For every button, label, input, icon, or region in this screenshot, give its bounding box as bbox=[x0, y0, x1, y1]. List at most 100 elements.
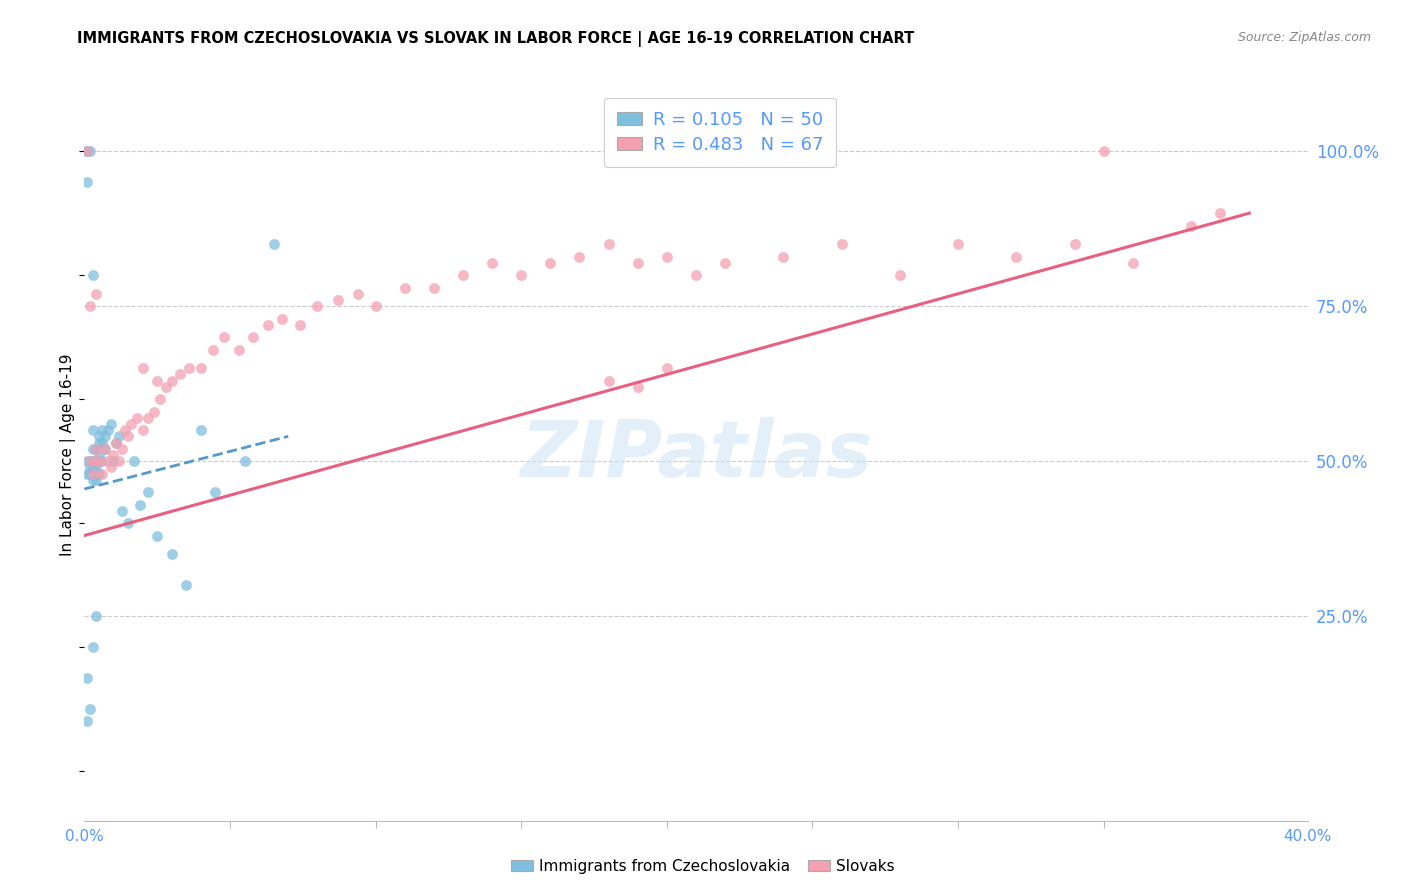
Point bbox=[1209, 206, 1232, 220]
Point bbox=[131, 423, 153, 437]
Point bbox=[76, 144, 98, 158]
Point bbox=[655, 361, 678, 376]
Point bbox=[76, 467, 98, 481]
Point bbox=[76, 454, 98, 468]
Point bbox=[263, 237, 285, 252]
Point bbox=[87, 435, 110, 450]
Point bbox=[84, 454, 107, 468]
Point bbox=[242, 330, 264, 344]
Point bbox=[93, 442, 115, 456]
Point bbox=[169, 368, 191, 382]
Point bbox=[100, 460, 122, 475]
Point bbox=[146, 374, 169, 388]
Point bbox=[131, 361, 153, 376]
Point bbox=[76, 144, 98, 158]
Point bbox=[82, 473, 104, 487]
Point bbox=[82, 467, 104, 481]
Point bbox=[82, 460, 104, 475]
Point bbox=[125, 410, 148, 425]
Point bbox=[179, 361, 201, 376]
Point bbox=[1122, 256, 1144, 270]
Point bbox=[87, 429, 110, 443]
Text: Source: ZipAtlas.com: Source: ZipAtlas.com bbox=[1237, 31, 1371, 45]
Point bbox=[627, 256, 650, 270]
Point bbox=[149, 392, 172, 406]
Point bbox=[117, 429, 139, 443]
Point bbox=[160, 547, 183, 561]
Point bbox=[155, 380, 177, 394]
Point bbox=[685, 268, 707, 282]
Point bbox=[190, 423, 212, 437]
Text: ZIPatlas: ZIPatlas bbox=[520, 417, 872, 493]
Point bbox=[82, 268, 104, 282]
Point bbox=[90, 423, 112, 437]
Point bbox=[111, 442, 134, 456]
Point bbox=[423, 280, 446, 294]
Point bbox=[87, 454, 110, 468]
Point bbox=[108, 454, 131, 468]
Point bbox=[79, 454, 101, 468]
Point bbox=[84, 473, 107, 487]
Point bbox=[79, 467, 101, 481]
Point bbox=[84, 442, 107, 456]
Point bbox=[79, 454, 101, 468]
Point bbox=[84, 454, 107, 468]
Point bbox=[288, 318, 311, 332]
Legend: Immigrants from Czechoslovakia, Slovaks: Immigrants from Czechoslovakia, Slovaks bbox=[505, 853, 901, 880]
Point bbox=[103, 454, 125, 468]
Point bbox=[326, 293, 349, 307]
Point bbox=[79, 144, 101, 158]
Point bbox=[1063, 237, 1085, 252]
Point bbox=[117, 516, 139, 530]
Point bbox=[79, 299, 101, 313]
Point bbox=[160, 374, 183, 388]
Point bbox=[655, 250, 678, 264]
Point bbox=[105, 435, 128, 450]
Point bbox=[120, 417, 142, 431]
Point bbox=[714, 256, 737, 270]
Point bbox=[174, 578, 197, 592]
Point bbox=[82, 454, 104, 468]
Point bbox=[87, 448, 110, 462]
Point bbox=[212, 330, 235, 344]
Point bbox=[122, 454, 145, 468]
Point bbox=[84, 609, 107, 624]
Point bbox=[394, 280, 416, 294]
Point bbox=[307, 299, 329, 313]
Point bbox=[138, 485, 160, 500]
Point bbox=[79, 460, 101, 475]
Point bbox=[97, 423, 120, 437]
Point bbox=[568, 250, 591, 264]
Text: IMMIGRANTS FROM CZECHOSLOVAKIA VS SLOVAK IN LABOR FORCE | AGE 16-19 CORRELATION : IMMIGRANTS FROM CZECHOSLOVAKIA VS SLOVAK… bbox=[77, 31, 914, 47]
Point bbox=[108, 429, 131, 443]
Point bbox=[598, 374, 620, 388]
Point bbox=[146, 528, 169, 542]
Point bbox=[831, 237, 853, 252]
Point bbox=[90, 454, 112, 468]
Point bbox=[128, 498, 150, 512]
Point bbox=[82, 640, 104, 654]
Point bbox=[114, 423, 136, 437]
Point bbox=[347, 286, 370, 301]
Point bbox=[105, 435, 128, 450]
Point bbox=[143, 404, 166, 418]
Point bbox=[257, 318, 280, 332]
Point bbox=[90, 435, 112, 450]
Point bbox=[84, 286, 107, 301]
Point bbox=[79, 702, 101, 716]
Point bbox=[451, 268, 474, 282]
Point bbox=[111, 504, 134, 518]
Point bbox=[598, 237, 620, 252]
Point bbox=[364, 299, 387, 313]
Point bbox=[76, 175, 98, 189]
Point bbox=[538, 256, 561, 270]
Point bbox=[772, 250, 794, 264]
Point bbox=[93, 429, 115, 443]
Point bbox=[481, 256, 503, 270]
Point bbox=[76, 671, 98, 685]
Point bbox=[90, 467, 112, 481]
Point bbox=[76, 144, 98, 158]
Point bbox=[84, 460, 107, 475]
Point bbox=[889, 268, 911, 282]
Point bbox=[87, 467, 110, 481]
